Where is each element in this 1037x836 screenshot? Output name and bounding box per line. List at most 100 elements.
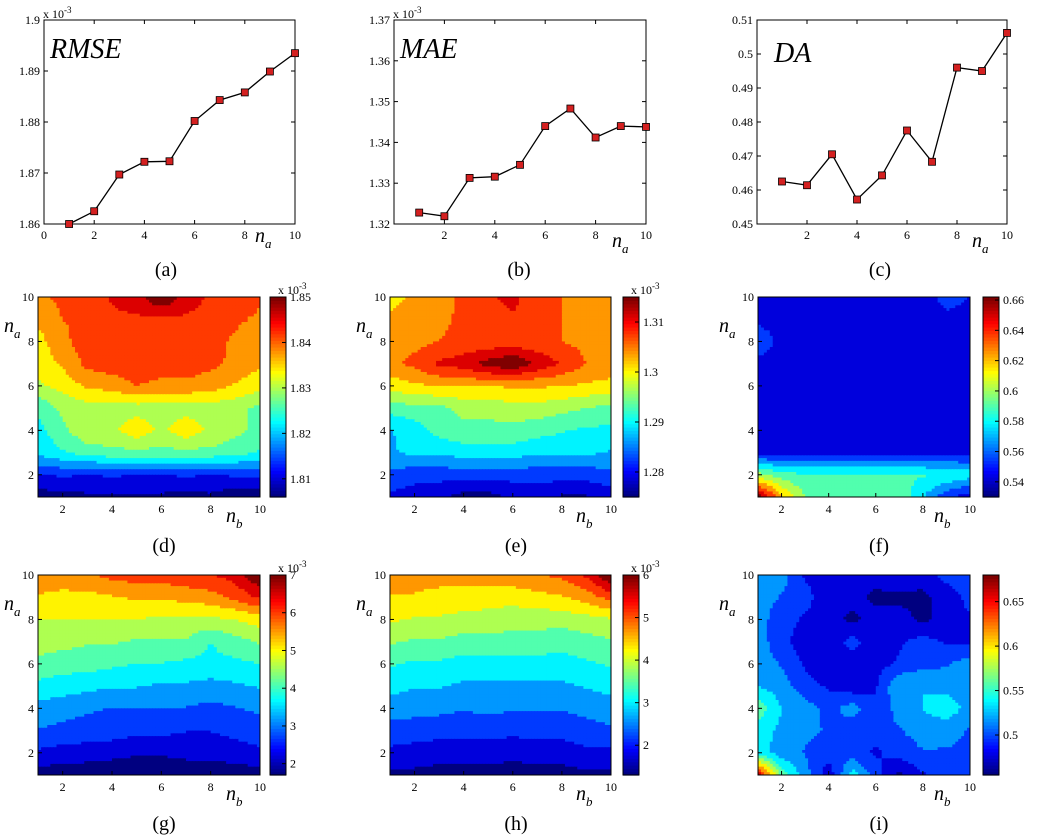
heatmap-cell [241, 474, 246, 479]
heatmap-cell [105, 358, 110, 362]
heatmap-cell [93, 327, 98, 331]
heatmap-cell [136, 413, 141, 418]
heatmap-cell [59, 333, 64, 337]
heatmap-cell [204, 299, 209, 304]
heatmap-cell [235, 355, 240, 359]
heatmap-cell [93, 385, 98, 390]
heatmap-cell [47, 422, 51, 426]
heatmap-cell [121, 360, 125, 365]
heatmap-cell [226, 474, 230, 479]
heatmap-cell [256, 349, 260, 354]
heatmap-cell [38, 399, 42, 404]
heatmap-cell [139, 472, 144, 476]
heatmap-cell [186, 433, 190, 437]
heatmap-cell [62, 460, 67, 465]
heatmap-cell [149, 316, 153, 320]
heatmap-cell [173, 374, 178, 379]
heatmap-cell [78, 305, 82, 309]
heatmap-cell [207, 313, 212, 318]
heatmap-cell [71, 360, 76, 365]
heatmap-cell [167, 355, 172, 359]
heatmap-cell [47, 347, 51, 351]
heatmap-cell [145, 313, 150, 318]
heatmap-cell [105, 410, 110, 415]
heatmap-cell [198, 324, 203, 329]
data-point-b [566, 104, 575, 113]
heatmap-cell [50, 366, 55, 370]
heatmap-cell [142, 480, 147, 484]
heatmap-cell [161, 333, 166, 337]
heatmap-cell [247, 385, 252, 390]
heatmap-cell [173, 310, 178, 315]
heatmap-cell [176, 360, 181, 365]
heatmap-cell [161, 397, 166, 401]
heatmap-cell [182, 466, 187, 470]
heatmap-cell [56, 480, 61, 484]
heatmap-cell [142, 408, 147, 412]
heatmap-cell [93, 363, 98, 368]
heatmap-cell [192, 335, 196, 340]
heatmap-cell [161, 435, 166, 440]
heatmap-cell [201, 408, 206, 412]
heatmap-cell [65, 410, 70, 415]
heatmap-cell [167, 349, 172, 354]
heatmap-cell [108, 385, 113, 390]
heatmap-cell [124, 427, 129, 431]
heatmap-cell [155, 358, 159, 362]
data-point-b [440, 212, 449, 221]
heatmap-cell [50, 410, 55, 415]
heatmap-cell [75, 297, 79, 301]
heatmap-cell [50, 383, 55, 387]
heatmap-cell [81, 322, 85, 326]
heatmap-cell [90, 477, 95, 481]
heatmap-cell [99, 424, 104, 429]
heatmap-cell [192, 452, 196, 456]
heatmap-cell [149, 327, 153, 331]
heatmap-cell [71, 355, 76, 359]
heatmap-cell [68, 483, 73, 487]
heatmap-cell [75, 447, 79, 451]
heatmap-cell [170, 363, 175, 368]
heatmap-cell [152, 474, 156, 479]
heatmap-cell [253, 358, 258, 362]
heatmap-cell [198, 391, 203, 395]
heatmap-cell [253, 319, 258, 323]
heatmap-cell [256, 441, 260, 445]
heatmap-cell [173, 302, 178, 306]
heatmap-cell [99, 313, 104, 318]
heatmap-cell [204, 344, 209, 348]
heatmap-cell [68, 322, 73, 326]
heatmap-cell [253, 444, 258, 448]
heatmap-cell [65, 369, 70, 373]
heatmap-cell [170, 460, 175, 465]
heatmap-cell [87, 369, 92, 373]
heatmap-cell [108, 449, 113, 454]
heatmap-cell [232, 399, 236, 404]
exponent-label-a-power: -3 [64, 5, 72, 15]
heatmap-cell [164, 469, 169, 473]
heatmap-cell [189, 349, 193, 354]
heatmap-cell [210, 444, 215, 448]
heatmap-cell [223, 394, 227, 398]
heatmap-cell [53, 302, 58, 306]
heatmap-cell [216, 388, 221, 393]
heatmap-cell [198, 458, 203, 462]
heatmap-cell [133, 369, 138, 373]
heatmap-cell [213, 422, 218, 426]
heatmap-cell [207, 341, 212, 345]
heatmap-cell [244, 444, 249, 448]
heatmap-cell [112, 405, 116, 409]
heatmap-cell [121, 344, 125, 348]
heatmap-cell [38, 424, 42, 429]
heatmap-cell [182, 480, 187, 484]
heatmap-cell [189, 322, 193, 326]
heatmap-cell [75, 372, 79, 376]
heatmap-cell [149, 402, 153, 406]
heatmap-cell [84, 474, 88, 479]
heatmap-cell [195, 452, 199, 456]
heatmap-cell [108, 299, 113, 304]
heatmap-cell [235, 422, 240, 426]
heatmap-cell [241, 449, 246, 454]
heatmap-cell [96, 458, 101, 462]
heatmap-cell [59, 433, 64, 437]
